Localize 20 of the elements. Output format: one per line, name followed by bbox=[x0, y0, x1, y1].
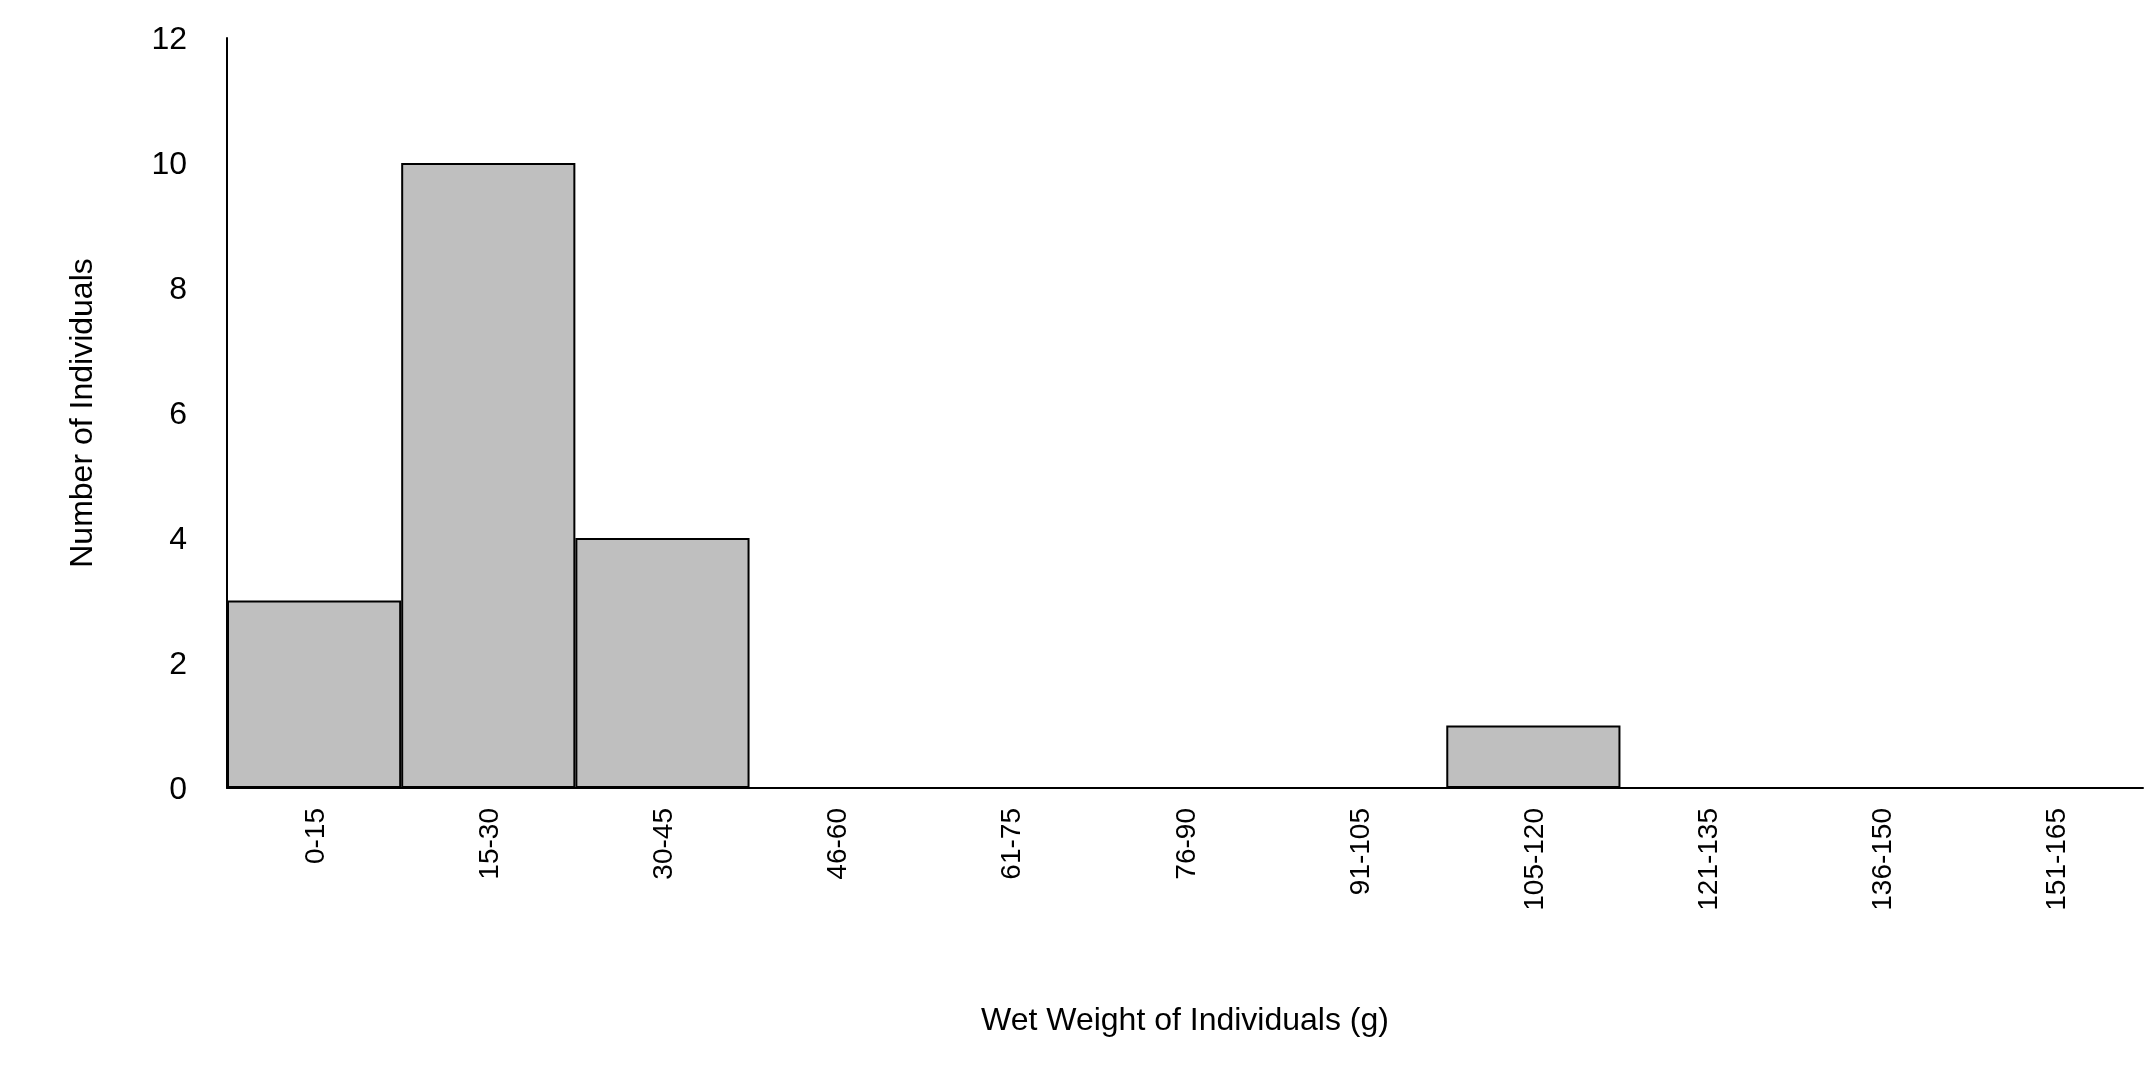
x-tick-label: 105-120 bbox=[1517, 808, 1549, 911]
x-tick-label: 46-60 bbox=[821, 808, 853, 880]
x-tick-label: 0-15 bbox=[298, 808, 330, 865]
y-tick-label: 2 bbox=[169, 645, 187, 681]
y-tick-label: 4 bbox=[169, 520, 187, 556]
x-tick-label: 76-90 bbox=[1169, 808, 1201, 880]
y-tick-label: 6 bbox=[169, 395, 187, 431]
x-tick-label: 91-105 bbox=[1343, 808, 1375, 896]
x-tick-label: 151-165 bbox=[2040, 808, 2072, 911]
y-tick-label: 0 bbox=[169, 770, 187, 806]
x-tick-label: 61-75 bbox=[995, 808, 1027, 880]
x-tick-label: 15-30 bbox=[472, 808, 504, 880]
y-axis-title: Number of Individuals bbox=[63, 258, 99, 568]
y-tick-label: 8 bbox=[169, 270, 187, 306]
y-tick-label: 12 bbox=[151, 20, 187, 56]
x-tick-label: 121-135 bbox=[1692, 808, 1724, 911]
x-axis-title: Wet Weight of Individuals (g) bbox=[981, 1001, 1389, 1037]
y-tick-label: 10 bbox=[151, 145, 187, 181]
x-tick-label: 30-45 bbox=[646, 808, 678, 880]
x-tick-label: 136-150 bbox=[1866, 808, 1898, 911]
